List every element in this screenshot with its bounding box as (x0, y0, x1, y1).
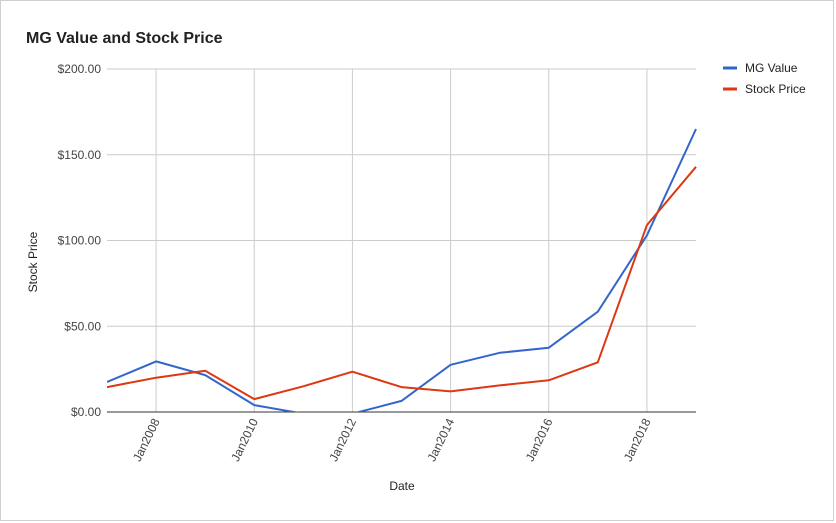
x-tick-label: Jan2018 (621, 416, 654, 464)
y-tick-label: $150.00 (58, 148, 102, 162)
legend: MG Value Stock Price (723, 61, 806, 96)
x-tick-label: Jan2010 (228, 416, 261, 464)
x-tick-label: Jan2016 (523, 416, 556, 464)
y-tick-label: $200.00 (58, 62, 102, 76)
legend-label: MG Value (745, 61, 798, 75)
x-tick-label: Jan2008 (130, 416, 163, 464)
x-axis-title: Date (389, 479, 415, 493)
x-tick-label: Jan2012 (326, 416, 359, 464)
axes: $0.00 $50.00 $100.00 $150.00 $200.00 Jan2008 J… (58, 62, 696, 464)
chart-title: MG Value and Stock Price (26, 30, 223, 47)
y-tick-label: $50.00 (64, 319, 101, 333)
legend-label: Stock Price (745, 82, 806, 96)
series-line-mg-value (107, 128, 697, 412)
series-line-stock-price (107, 166, 697, 401)
y-axis-title: Stock Price (26, 231, 40, 292)
grid (107, 68, 696, 412)
x-tick-label: Jan2014 (425, 416, 458, 464)
y-tick-label: $100.00 (58, 234, 102, 248)
y-tick-label: $0.00 (71, 405, 101, 419)
series-lines (107, 128, 697, 412)
